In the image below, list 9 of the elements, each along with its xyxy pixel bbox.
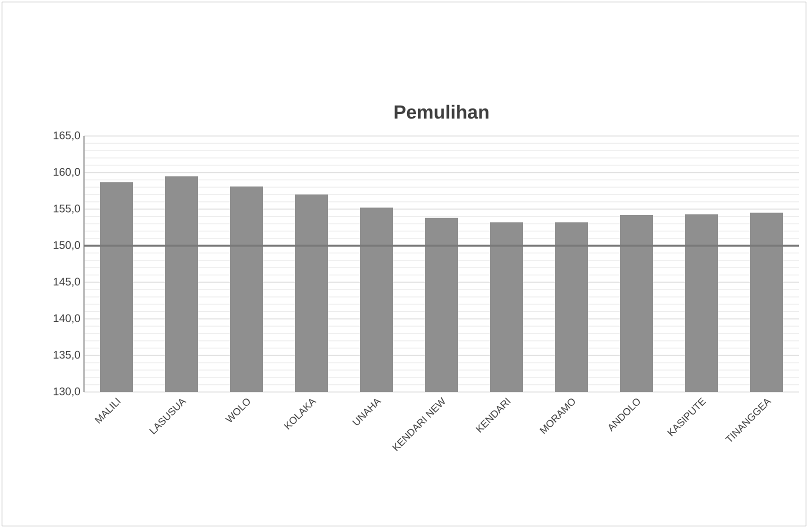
y-tick-label: 155,0 bbox=[54, 204, 80, 214]
y-tick-label: 130,0 bbox=[54, 387, 80, 397]
y-tick-label: 165,0 bbox=[54, 131, 80, 141]
y-tick-label: 140,0 bbox=[54, 314, 80, 324]
y-tick-label: 160,0 bbox=[54, 168, 80, 178]
y-tick-label: 145,0 bbox=[54, 278, 80, 287]
chart-title: Pemulihan bbox=[394, 104, 488, 119]
y-tick-label: 150,0 bbox=[54, 241, 80, 250]
y-tick-label: 135,0 bbox=[54, 350, 80, 360]
